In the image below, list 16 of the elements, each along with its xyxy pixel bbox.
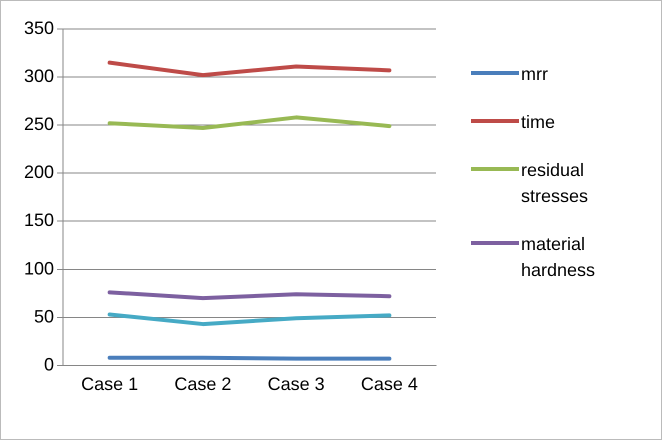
y-tick-label: 300 bbox=[24, 66, 54, 86]
y-tick-label: 250 bbox=[24, 114, 54, 134]
x-tick-label: Case 3 bbox=[268, 374, 325, 394]
y-tick-label: 0 bbox=[44, 354, 54, 374]
x-tick-label: Case 4 bbox=[360, 374, 418, 394]
x-tick-label: Case 1 bbox=[81, 374, 138, 394]
x-tick-label: Case 2 bbox=[174, 374, 232, 394]
y-tick-label: 150 bbox=[24, 210, 54, 230]
legend-label: time bbox=[521, 111, 556, 134]
legend-label: material hardness bbox=[521, 233, 596, 282]
legend-label: mrr bbox=[521, 63, 548, 86]
y-tick-label: 50 bbox=[34, 306, 54, 326]
y-tick-label: 200 bbox=[24, 162, 54, 182]
y-tick-label: 100 bbox=[24, 258, 54, 278]
legend-label: residual stresses bbox=[521, 159, 590, 208]
y-tick-label: 350 bbox=[24, 18, 54, 38]
